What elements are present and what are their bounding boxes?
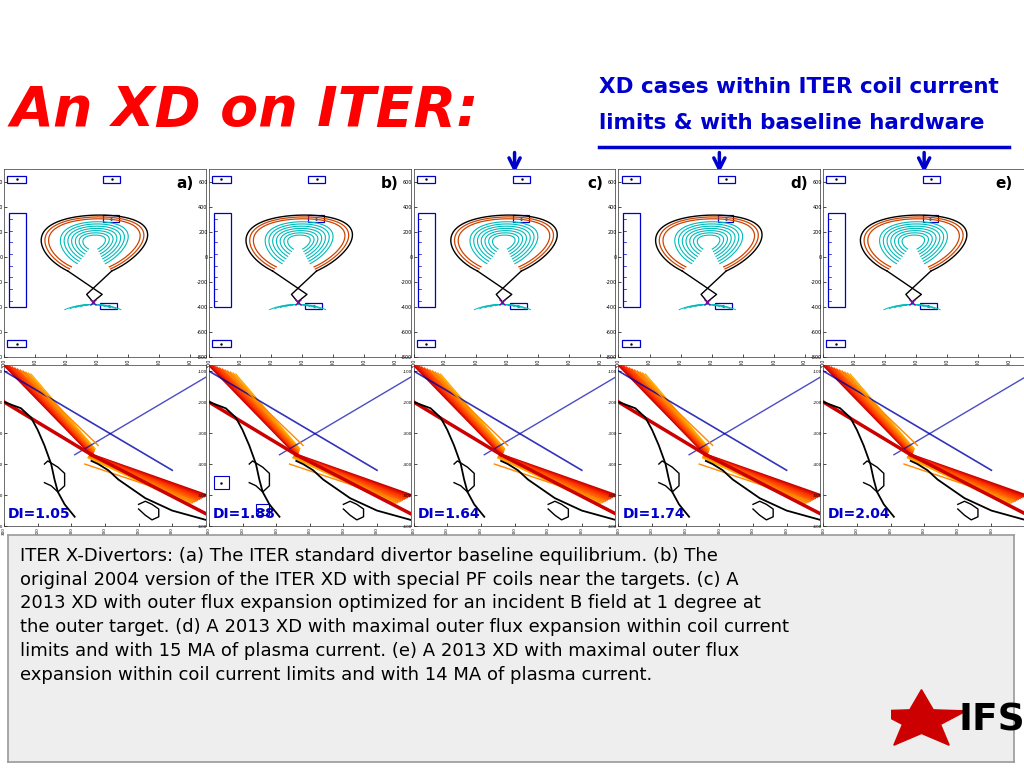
Bar: [100, 303, 118, 310]
Bar: [622, 340, 640, 347]
Bar: [510, 303, 527, 310]
Bar: [7, 176, 26, 183]
Bar: [826, 340, 845, 347]
Text: DI=1.88: DI=1.88: [213, 507, 275, 521]
Polygon shape: [877, 690, 967, 745]
Text: DI=1.05: DI=1.05: [8, 507, 71, 521]
Bar: [715, 303, 732, 310]
Bar: [305, 303, 323, 310]
Bar: [212, 340, 230, 347]
Bar: [308, 176, 326, 183]
Text: a): a): [176, 177, 194, 191]
Bar: [718, 215, 733, 222]
Text: DI=2.04: DI=2.04: [827, 507, 890, 521]
Bar: [417, 176, 435, 183]
Bar: [923, 176, 940, 183]
Bar: [920, 303, 937, 310]
Text: b): b): [381, 177, 398, 191]
Text: IFS: IFS: [958, 703, 1024, 738]
Text: XD cases within ITER coil current: XD cases within ITER coil current: [599, 78, 998, 98]
Bar: [256, 505, 269, 515]
Text: An XD on ITER:: An XD on ITER:: [10, 84, 479, 138]
Text: DI=1.64: DI=1.64: [418, 507, 480, 521]
Bar: [7, 340, 26, 347]
Bar: [826, 176, 845, 183]
Bar: [212, 176, 230, 183]
Bar: [103, 176, 121, 183]
Bar: [9, 213, 26, 307]
Bar: [828, 213, 845, 307]
Bar: [624, 213, 640, 307]
Text: DI=1.74: DI=1.74: [623, 507, 685, 521]
Bar: [103, 215, 119, 222]
Bar: [513, 176, 530, 183]
Bar: [214, 476, 229, 489]
Bar: [718, 176, 735, 183]
Text: c): c): [588, 177, 603, 191]
Text: d): d): [791, 177, 808, 191]
Bar: [214, 213, 230, 307]
Bar: [419, 213, 435, 307]
Text: ITER X-Divertors: (a) The ITER standard divertor baseline equilibrium. (b) The
o: ITER X-Divertors: (a) The ITER standard …: [20, 547, 790, 684]
Bar: [308, 215, 324, 222]
Bar: [513, 215, 528, 222]
Text: e): e): [995, 177, 1013, 191]
Text: limits & with baseline hardware: limits & with baseline hardware: [599, 113, 984, 133]
Bar: [923, 215, 938, 222]
Bar: [622, 176, 640, 183]
Bar: [417, 340, 435, 347]
